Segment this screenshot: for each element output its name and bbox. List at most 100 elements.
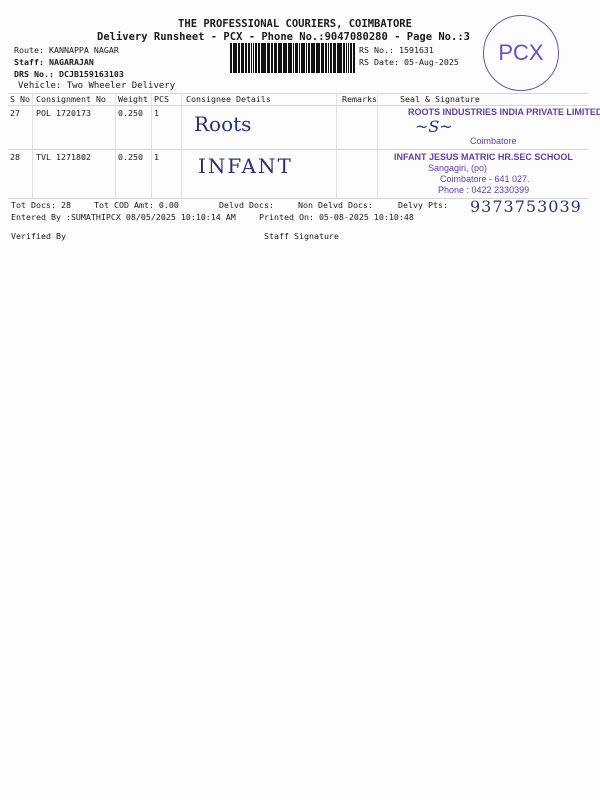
barcode-bar bbox=[230, 43, 231, 73]
staff: Staff: NAGARAJAN bbox=[14, 57, 94, 67]
barcode-bar bbox=[317, 43, 319, 73]
barcode-bar bbox=[282, 43, 284, 73]
barcode-bar bbox=[297, 43, 299, 73]
col-pcs: PCS bbox=[154, 94, 169, 104]
barcode-bar bbox=[324, 43, 326, 73]
barcode-bar bbox=[250, 43, 253, 73]
pcs: 1 bbox=[154, 108, 159, 118]
barcode-bar bbox=[237, 43, 240, 73]
consignee-handwriting: INFANT bbox=[198, 154, 293, 178]
table-rule bbox=[8, 93, 588, 94]
rs-number: RS No.: 1591631 bbox=[359, 45, 434, 55]
barcode-bar bbox=[260, 43, 263, 73]
barcode-bar bbox=[330, 43, 333, 73]
barcode-bar bbox=[326, 43, 327, 73]
barcode-bar bbox=[323, 43, 325, 73]
barcode-bar bbox=[287, 43, 290, 73]
barcode-bar bbox=[248, 43, 251, 73]
barcode-bar bbox=[319, 43, 321, 73]
delvy-pts: Delvy Pts: bbox=[398, 200, 448, 210]
barcode-bar bbox=[320, 43, 323, 73]
barcode-bar bbox=[258, 43, 261, 73]
barcode-bar bbox=[274, 43, 277, 73]
barcode-bar bbox=[313, 43, 316, 73]
barcode-bar bbox=[340, 43, 343, 73]
signature: ~S~ bbox=[415, 117, 453, 136]
barcode-bar bbox=[338, 43, 340, 73]
barcode-bar bbox=[342, 43, 345, 73]
table-rule bbox=[8, 105, 588, 106]
barcode-bar bbox=[280, 43, 283, 73]
consignment-no: TVL 1271802 bbox=[36, 152, 91, 162]
table-column-rule bbox=[32, 93, 33, 198]
barcode-bar bbox=[272, 43, 273, 73]
pcs: 1 bbox=[154, 152, 159, 162]
barcode-bar bbox=[347, 43, 350, 73]
barcode-bar bbox=[303, 43, 305, 73]
weight: 0.250 bbox=[118, 152, 143, 162]
barcode-bar bbox=[349, 43, 351, 73]
col-sno: S No bbox=[10, 94, 30, 104]
entered-by: Entered By :SUMATHIPCX 08/05/2025 10:10:… bbox=[11, 212, 236, 222]
route: Route: KANNAPPA NAGAR bbox=[14, 45, 119, 55]
rs-date: RS Date: 05-Aug-2025 bbox=[359, 57, 459, 67]
barcode-bar bbox=[293, 43, 294, 73]
company-title: THE PROFESSIONAL COURIERS, COIMBATORE bbox=[178, 18, 412, 30]
table-rule bbox=[8, 198, 588, 199]
barcode-bar bbox=[277, 43, 280, 73]
barcode-bar bbox=[351, 43, 353, 73]
consignee-handwriting: Roots bbox=[194, 112, 252, 136]
sno: 28 bbox=[10, 152, 20, 162]
seal-stamp-line: Coimbatore - 641 027. bbox=[440, 174, 530, 184]
tot-cod: Tot COD Amt: 0.00 bbox=[94, 200, 179, 210]
delvd-docs: Delvd Docs: bbox=[219, 200, 274, 210]
col-consignment: Consignment No bbox=[36, 94, 106, 104]
barcode-bar bbox=[310, 43, 313, 73]
runsheet-subtitle: Delivery Runsheet - PCX - Phone No.:9047… bbox=[97, 31, 470, 43]
barcode-bar bbox=[345, 43, 347, 73]
barcode-bar bbox=[273, 43, 275, 73]
seal-stamp-line: ROOTS INDUSTRIES INDIA PRIVATE LIMITED bbox=[408, 107, 600, 117]
barcode bbox=[230, 43, 356, 73]
printed-on: Printed On: 05-08-2025 10:10:48 bbox=[259, 212, 414, 222]
barcode-bar bbox=[295, 43, 297, 73]
barcode-bar bbox=[244, 43, 246, 73]
barcode-bar bbox=[332, 43, 335, 73]
barcode-bar bbox=[298, 43, 300, 73]
vehicle: Vehicle: Two Wheeler Delivery bbox=[18, 81, 176, 91]
handwritten-phone: 9373753039 bbox=[470, 197, 582, 216]
weight: 0.250 bbox=[118, 108, 143, 118]
col-remarks: Remarks bbox=[342, 94, 377, 104]
barcode-bar bbox=[306, 43, 307, 73]
seal-stamp-line: Sangagiri, (po) bbox=[428, 163, 488, 173]
table-rule bbox=[8, 149, 588, 150]
tot-docs: Tot Docs: 28 bbox=[11, 200, 71, 210]
barcode-bar bbox=[300, 43, 303, 73]
col-seal: Seal & Signature bbox=[400, 94, 480, 104]
barcode-bar bbox=[242, 43, 245, 73]
barcode-bar bbox=[268, 43, 271, 73]
barcode-bar bbox=[240, 43, 242, 73]
col-consignee: Consignee Details bbox=[186, 94, 271, 104]
barcode-bar bbox=[253, 43, 255, 73]
barcode-bar bbox=[231, 43, 233, 73]
barcode-bar bbox=[307, 43, 310, 73]
staff-signature: Staff Signature bbox=[264, 231, 339, 241]
barcode-bar bbox=[232, 43, 235, 73]
table-column-rule bbox=[377, 93, 378, 198]
seal-stamp-line: INFANT JESUS MATRIC HR.SEC SCHOOL bbox=[394, 152, 573, 162]
barcode-bar bbox=[290, 43, 293, 73]
verified-by: Verified By bbox=[11, 231, 66, 241]
pcx-stamp: PCX bbox=[483, 15, 559, 91]
table-column-rule bbox=[181, 93, 182, 198]
pcx-stamp-text: PCX bbox=[498, 40, 544, 66]
barcode-bar bbox=[353, 43, 356, 73]
barcode-bar bbox=[336, 43, 338, 73]
barcode-bar bbox=[246, 43, 248, 73]
barcode-bar bbox=[264, 43, 267, 73]
table-column-rule bbox=[115, 93, 116, 198]
seal-stamp-line: Phone : 0422 2330399 bbox=[438, 185, 530, 195]
barcode-bar bbox=[255, 43, 258, 73]
barcode-bar bbox=[284, 43, 285, 73]
